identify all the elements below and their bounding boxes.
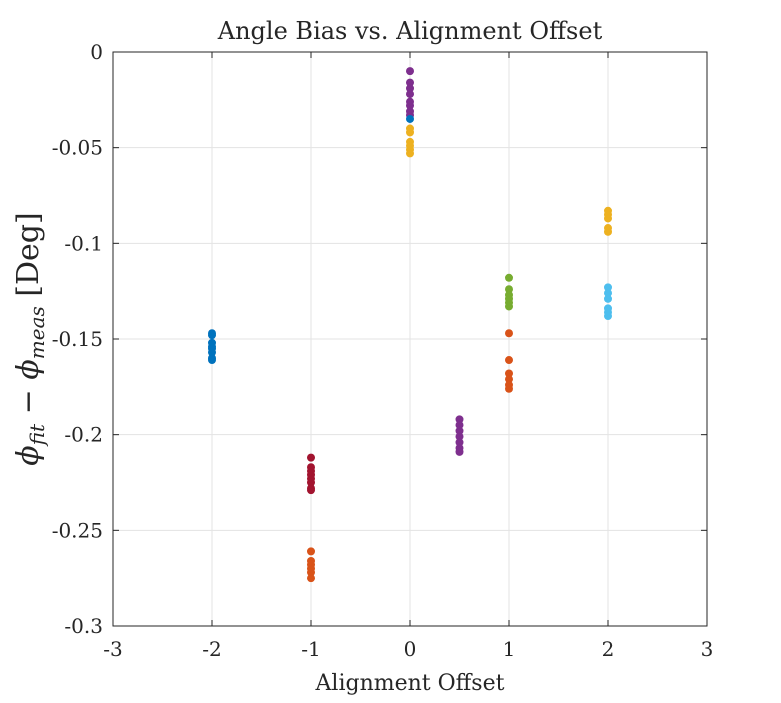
data-point [455, 415, 464, 424]
data-point [455, 432, 464, 441]
data-point [406, 90, 414, 99]
data-series [307, 547, 315, 583]
data-point [505, 329, 513, 338]
y-tick-label: -0.2 [64, 423, 103, 447]
data-point [604, 283, 612, 292]
data-point [406, 149, 414, 158]
data-point [455, 426, 464, 435]
data-point [505, 302, 513, 311]
data-series [406, 124, 414, 158]
y-tick-label: 0 [90, 40, 103, 64]
data-point [208, 356, 216, 365]
x-tick-label: 2 [602, 637, 615, 661]
data-series [505, 273, 513, 311]
data-point [406, 114, 414, 123]
data-point [505, 285, 513, 294]
data-series [455, 415, 464, 456]
y-tick-label: -0.1 [64, 231, 103, 255]
data-point [208, 331, 216, 340]
data-series [307, 453, 315, 495]
data-point [406, 84, 414, 93]
data-point [505, 273, 513, 282]
data-point [307, 568, 315, 577]
data-point [604, 227, 612, 236]
data-series [604, 206, 612, 236]
data-point [604, 294, 612, 303]
data-points [208, 67, 612, 583]
data-point [208, 348, 216, 357]
data-series [208, 329, 216, 365]
data-point [307, 547, 315, 556]
y-tick-label: -0.15 [52, 327, 103, 351]
data-series [604, 283, 612, 321]
y-tick-label: -0.05 [52, 136, 103, 160]
data-point [307, 486, 315, 495]
data-point [307, 574, 315, 583]
x-tick-label: -2 [202, 637, 221, 661]
data-series [406, 67, 414, 120]
ticks: -3 -2 -1 0 1 2 3 0 -0.05 -0.1 -0.15 -0.2 -0.25 -0.3 [52, 40, 714, 661]
data-point [604, 289, 612, 298]
x-tick-label: 3 [701, 637, 714, 661]
data-point [505, 369, 513, 378]
data-point [406, 128, 414, 137]
data-point [455, 421, 464, 430]
y-axis-label: ϕfit − ϕmeas [Deg] [11, 212, 49, 465]
y-tick-label: -0.25 [52, 518, 103, 542]
data-point [455, 438, 464, 447]
y-tick-label: -0.3 [64, 614, 103, 638]
x-tick-label: 0 [404, 637, 417, 661]
data-point [455, 447, 464, 456]
data-point [406, 101, 414, 110]
data-point [406, 67, 414, 76]
x-tick-label: -3 [103, 637, 122, 661]
x-tick-label: -1 [301, 637, 320, 661]
chart-title: Angle Bias vs. Alignment Offset [217, 17, 603, 45]
x-tick-label: 1 [503, 637, 516, 661]
data-point [505, 375, 513, 384]
data-point [604, 312, 612, 321]
data-point [505, 356, 513, 365]
data-series [505, 329, 513, 393]
data-point [505, 384, 513, 393]
data-series [406, 114, 414, 123]
data-point [307, 478, 315, 487]
data-point [307, 453, 315, 462]
x-axis-label: Alignment Offset [315, 671, 505, 696]
data-point [406, 78, 414, 87]
data-point [604, 214, 612, 223]
